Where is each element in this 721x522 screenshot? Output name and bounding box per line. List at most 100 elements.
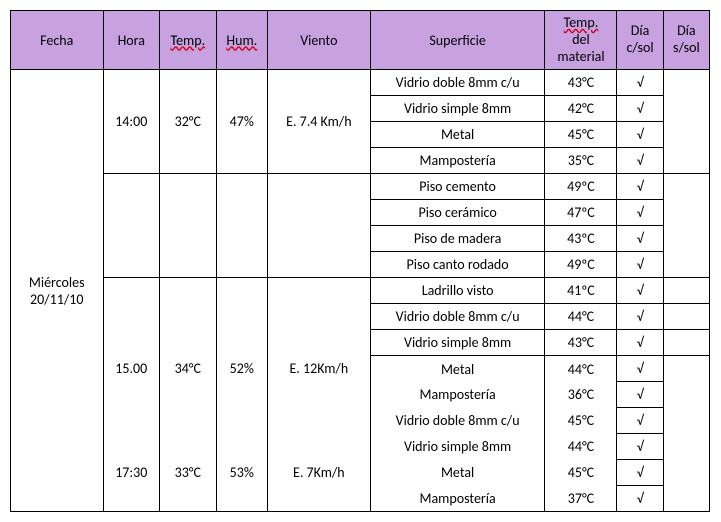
cell-viento: E. 12Km/h (267, 356, 370, 382)
cell-tmat: 44°C (545, 434, 617, 460)
cell-csol: √ (617, 460, 663, 486)
cell-superficie: Metal (370, 460, 545, 486)
cell-tmat: 37°C (545, 486, 617, 512)
cell-superficie: Metal (370, 122, 545, 148)
cell-tmat: 36°C (545, 382, 617, 408)
cell-csol: √ (617, 148, 663, 174)
cell-hora: 14:00 (103, 70, 160, 174)
cell-viento (267, 304, 370, 330)
cell-hum (216, 174, 267, 278)
cell-hum (216, 408, 267, 434)
table-row: Mampostería 36°C √ (11, 382, 710, 408)
table-row: Ladrillo visto 41ºC √ (11, 278, 710, 304)
data-table: Fecha Hora Temp. Hum. Viento Superficie … (10, 10, 710, 512)
cell-superficie: Vidrio simple 8mm (370, 434, 545, 460)
col-temp-text: Temp. (170, 32, 205, 49)
cell-hora: 15.00 (103, 356, 160, 382)
cell-hora: 17:30 (103, 460, 160, 486)
cell-superficie: Piso cemento (370, 174, 545, 200)
table-row: 17:30 33°C 53% E. 7Km/h Metal 45°C √ (11, 460, 710, 486)
cell-tmat: 49ºC (545, 252, 617, 278)
cell-tmat: 43°C (545, 330, 617, 356)
cell-tmat: 44°C (545, 304, 617, 330)
cell-superficie: Mampostería (370, 382, 545, 408)
table-row: Vidrio doble 8mm c/u 45°C √ (11, 408, 710, 434)
cell-viento: E. 7.4 Km/h (267, 70, 370, 174)
cell-csol: √ (617, 200, 663, 226)
cell-viento (267, 486, 370, 512)
cell-tmat: 45°C (545, 122, 617, 148)
cell-tmat: 43ºC (545, 226, 617, 252)
table-row: Piso cemento 49ºC √ (11, 174, 710, 200)
cell-tmat: 45°C (545, 460, 617, 486)
cell-csol: √ (617, 252, 663, 278)
cell-hora (103, 304, 160, 330)
cell-ssol (663, 330, 709, 356)
cell-temp (160, 278, 217, 304)
cell-csol: √ (617, 408, 663, 434)
cell-tmat: 41ºC (545, 278, 617, 304)
cell-viento (267, 382, 370, 408)
cell-tmat: 49ºC (545, 174, 617, 200)
cell-tmat: 43°C (545, 70, 617, 96)
cell-csol: √ (617, 122, 663, 148)
cell-csol: √ (617, 174, 663, 200)
cell-temp (160, 174, 217, 278)
cell-temp (160, 330, 217, 356)
cell-viento (267, 330, 370, 356)
cell-temp (160, 382, 217, 408)
cell-viento: E. 7Km/h (267, 460, 370, 486)
cell-csol: √ (617, 356, 663, 382)
table-row: Miércoles 20/11/10 14:00 32°C 47% E. 7.4… (11, 70, 710, 96)
cell-hora (103, 330, 160, 356)
cell-csol: √ (617, 96, 663, 122)
cell-hora (103, 382, 160, 408)
col-hora: Hora (103, 11, 160, 70)
col-dia-csol: Día c/sol (617, 11, 663, 70)
cell-hum (216, 486, 267, 512)
col-viento: Viento (267, 11, 370, 70)
cell-hum: 47% (216, 70, 267, 174)
cell-superficie: Ladrillo visto (370, 278, 545, 304)
cell-temp: 32°C (160, 70, 217, 174)
cell-hum (216, 434, 267, 460)
cell-temp: 34°C (160, 356, 217, 382)
cell-ssol (663, 174, 709, 278)
cell-viento (267, 174, 370, 278)
cell-ssol (663, 278, 709, 304)
cell-tmat: 47ºC (545, 200, 617, 226)
cell-hora (103, 408, 160, 434)
cell-ssol (663, 70, 709, 174)
cell-ssol (663, 304, 709, 330)
col-temp-mat-rest: del material (557, 31, 604, 65)
cell-csol: √ (617, 226, 663, 252)
cell-csol: √ (617, 382, 663, 408)
cell-viento (267, 278, 370, 304)
cell-hum (216, 304, 267, 330)
cell-hum (216, 330, 267, 356)
col-hum: Hum. (216, 11, 267, 70)
cell-superficie: Piso canto rodado (370, 252, 545, 278)
cell-temp (160, 304, 217, 330)
cell-superficie: Vidrio doble 8mm c/u (370, 70, 545, 96)
cell-hora (103, 174, 160, 278)
cell-temp (160, 408, 217, 434)
cell-viento (267, 434, 370, 460)
table-row: 15.00 34°C 52% E. 12Km/h Metal 44°C √ (11, 356, 710, 382)
table-row: Vidrio doble 8mm c/u 44°C √ (11, 304, 710, 330)
col-superficie: Superficie (370, 11, 545, 70)
cell-csol: √ (617, 486, 663, 512)
col-temp: Temp. (160, 11, 217, 70)
cell-hora (103, 434, 160, 460)
cell-superficie: Vidrio doble 8mm c/u (370, 304, 545, 330)
cell-superficie: Metal (370, 356, 545, 382)
cell-csol: √ (617, 434, 663, 460)
cell-csol: √ (617, 330, 663, 356)
cell-superficie: Piso de madera (370, 226, 545, 252)
cell-temp (160, 486, 217, 512)
table-row: Vidrio simple 8mm 44°C √ (11, 434, 710, 460)
cell-viento (267, 408, 370, 434)
cell-superficie: Vidrio simple 8mm (370, 96, 545, 122)
col-temp-mat: Temp. del material (545, 11, 617, 70)
cell-tmat: 35°C (545, 148, 617, 174)
